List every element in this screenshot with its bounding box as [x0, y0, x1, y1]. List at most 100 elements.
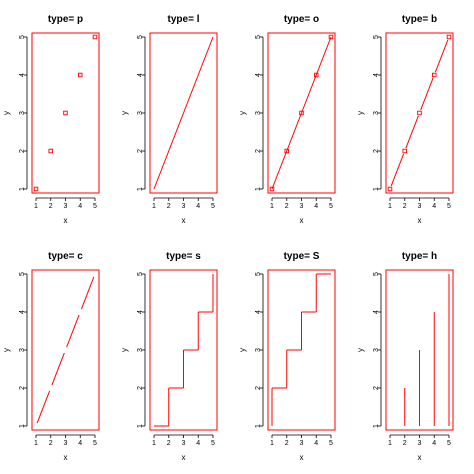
data-point: [63, 110, 68, 116]
x-tick-label: 4: [432, 203, 436, 210]
data-point: [77, 72, 83, 78]
y-tick-label: 5: [137, 272, 144, 276]
y-tick-label: 4: [19, 310, 26, 314]
plot-box: [385, 269, 454, 431]
x-tick-label: 2: [403, 440, 407, 447]
plot-box: [31, 269, 100, 431]
plot-box: [267, 32, 336, 194]
panel-p: type= p 1 2 3 4 5 x 1 2 3 4 5 y: [2, 14, 100, 225]
series-line: [168, 112, 184, 152]
series-line: [153, 150, 170, 190]
y-tick-label: 4: [373, 310, 380, 314]
y-tick-label: 5: [373, 272, 380, 276]
x-tick-label: 4: [196, 203, 200, 210]
panel-s: type= s 1 2 3 4 5 x 1 2 3 4 5 y: [120, 251, 218, 462]
y-tick-label: 3: [19, 111, 26, 115]
x-tick-label: 2: [167, 203, 171, 210]
panel-title: type= o: [284, 14, 319, 25]
y-tick-label: 5: [137, 35, 144, 39]
y-tick-label: 5: [255, 35, 262, 39]
y-tick-label: 2: [137, 386, 144, 390]
x-tick-label: 4: [314, 203, 318, 210]
x-tick-label: 3: [300, 440, 304, 447]
x-tick-label: 3: [418, 440, 422, 447]
x-tick-label: 2: [167, 440, 171, 447]
y-tick-label: 3: [255, 111, 262, 115]
y-tick-label: 2: [255, 149, 262, 153]
panel-S: type= S 1 2 3 4 5 x 1 2 3 4 5 y: [238, 251, 336, 462]
x-tick-label: 1: [152, 440, 156, 447]
x-axis-label: x: [64, 216, 68, 225]
y-axis-label: y: [356, 111, 365, 115]
panel-title: type= l: [168, 14, 200, 25]
x-tick-label: 3: [300, 203, 304, 210]
data-point: [284, 148, 290, 154]
x-tick-label: 3: [182, 440, 186, 447]
x-axis-label: x: [300, 216, 304, 225]
series-line: [286, 112, 302, 152]
panel-h: type= h 1 2 3 4 5 x 1 2 3 4 5 y: [356, 251, 454, 462]
y-tick-label: 3: [373, 111, 380, 115]
x-tick-label: 4: [314, 440, 318, 447]
x-tick-label: 2: [49, 203, 53, 210]
series-line: [36, 390, 51, 424]
y-tick-label: 1: [255, 424, 262, 428]
data-point: [387, 186, 393, 192]
x-axis-label: x: [300, 453, 304, 462]
panel-l: type= l 1 2 3 4 5 x 1 2 3 4 5 y: [120, 14, 218, 225]
data-point: [92, 34, 98, 40]
y-tick-label: 4: [255, 73, 262, 77]
x-tick-label: 5: [93, 440, 97, 447]
plot-box: [149, 32, 218, 194]
x-tick-label: 3: [64, 440, 68, 447]
series-line: [301, 74, 317, 114]
data-point: [33, 186, 39, 192]
x-tick-label: 5: [211, 440, 215, 447]
x-tick-label: 4: [78, 440, 82, 447]
x-tick-label: 1: [34, 440, 38, 447]
panel-title: type= s: [166, 251, 201, 262]
panel-title: type= p: [48, 14, 83, 25]
x-axis-label: x: [64, 453, 68, 462]
x-axis-label: x: [182, 453, 186, 462]
data-point: [432, 72, 437, 78]
y-tick-label: 4: [255, 310, 262, 314]
y-tick-label: 3: [19, 348, 26, 352]
plot-box: [31, 32, 100, 194]
series-line: [390, 153, 405, 187]
data-point: [417, 110, 422, 116]
series-line: [434, 39, 449, 73]
y-tick-label: 5: [255, 272, 262, 276]
x-tick-label: 2: [285, 203, 289, 210]
plot-box: [267, 269, 336, 431]
x-tick-label: 2: [49, 440, 53, 447]
x-tick-label: 4: [78, 203, 82, 210]
series-line: [315, 36, 332, 76]
y-tick-label: 4: [373, 73, 380, 77]
y-tick-label: 2: [137, 149, 144, 153]
panel-o: type= o 1 2 3 4 5 x 1 2 3 4 5 y: [238, 14, 336, 225]
plot-box: [385, 32, 454, 194]
y-tick-label: 5: [373, 35, 380, 39]
y-axis-label: y: [238, 111, 247, 115]
y-tick-label: 2: [255, 386, 262, 390]
data-point: [314, 72, 319, 78]
y-axis-label: y: [120, 348, 129, 352]
panel-b: type= b 1 2 3 4 5 x 1 2 3 4 5 y: [356, 14, 454, 225]
y-axis-label: y: [2, 111, 11, 115]
y-axis-label: y: [120, 111, 129, 115]
x-tick-label: 5: [93, 203, 97, 210]
y-axis-label: y: [2, 348, 11, 352]
x-tick-label: 1: [388, 440, 392, 447]
y-tick-label: 3: [255, 348, 262, 352]
series-line: [420, 77, 434, 111]
series-line: [271, 150, 288, 190]
y-tick-label: 3: [373, 348, 380, 352]
series-line: [51, 352, 65, 386]
x-tick-label: 4: [196, 440, 200, 447]
y-tick-label: 3: [137, 348, 144, 352]
y-tick-label: 4: [137, 73, 144, 77]
x-axis-label: x: [418, 453, 422, 462]
data-point: [269, 186, 275, 192]
